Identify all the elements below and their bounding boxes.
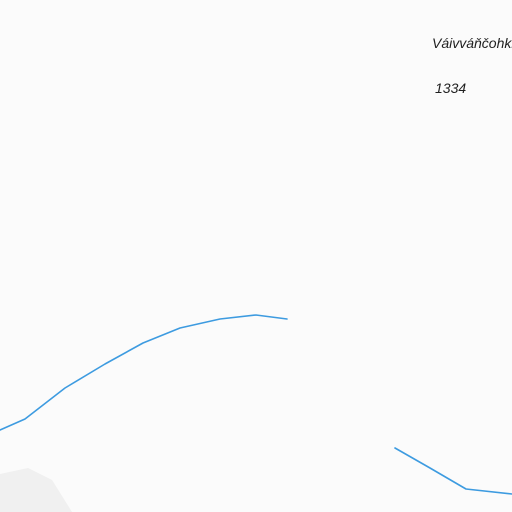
stream-line-east: [394, 447, 512, 495]
stream-line-west: [0, 314, 288, 431]
peak-elevation-label: 1334: [435, 80, 467, 96]
shaded-terrain-area: [0, 468, 72, 512]
peak-name-label: Váivváňčohkka: [432, 35, 512, 51]
